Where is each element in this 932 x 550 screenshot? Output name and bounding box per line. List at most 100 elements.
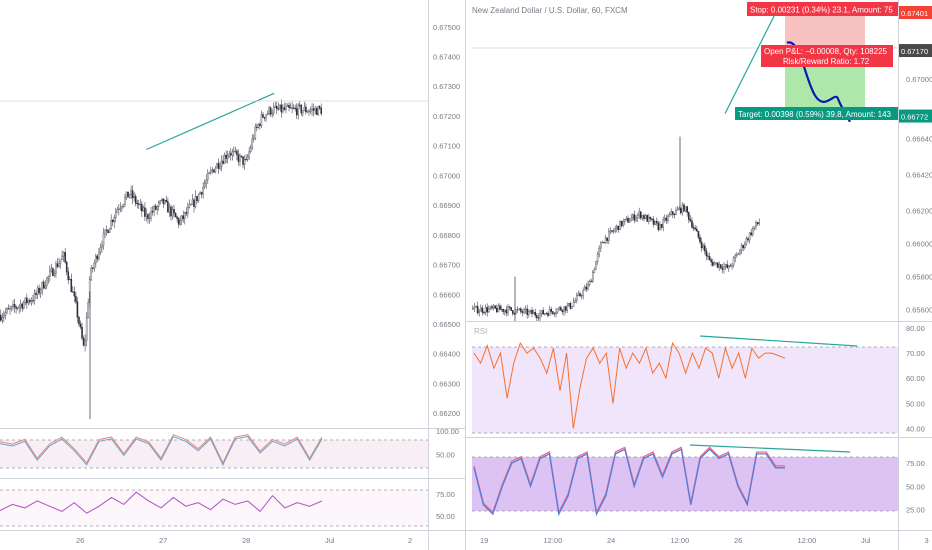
candle-body — [555, 311, 557, 314]
candle-body — [683, 204, 685, 212]
candle-body — [700, 241, 703, 249]
candle-body — [226, 155, 229, 159]
candle-body — [75, 295, 77, 302]
candle-body — [534, 312, 537, 316]
candle-body — [142, 207, 145, 212]
right-time-tick: 12:00 — [544, 536, 563, 545]
candle-body — [617, 225, 620, 231]
price-label-tag — [899, 109, 932, 123]
candle-body — [33, 292, 36, 301]
candle-body — [4, 312, 7, 316]
candle-body — [508, 306, 511, 308]
candle-body — [294, 107, 296, 109]
right-price-tick: 0.66640 — [906, 134, 932, 143]
left-price-tick: 0.66500 — [433, 320, 460, 329]
candle-body — [127, 191, 129, 198]
candle-body — [275, 105, 278, 109]
left-trend-line — [146, 92, 275, 151]
candle-body — [575, 295, 578, 301]
rsi-panel-label: RSI — [474, 327, 487, 336]
stoch-band — [472, 457, 898, 511]
candle-body — [194, 196, 197, 207]
left-osc2-tick: 75.00 — [436, 490, 455, 499]
candle-body — [288, 105, 290, 108]
candle-body — [153, 205, 155, 213]
right-price-panel[interactable]: New Zealand Dollar / U.S. Dollar, 60, FX… — [471, 2, 898, 323]
candle-body — [81, 326, 83, 339]
candle-body — [566, 305, 569, 311]
right-time-tick: 19 — [480, 536, 488, 545]
candle-body — [705, 250, 708, 257]
candle-body — [574, 300, 577, 303]
candle-body — [481, 307, 484, 313]
candle-body — [42, 281, 45, 289]
candle-body — [96, 255, 99, 260]
candle-body — [91, 267, 94, 269]
candle-body — [547, 313, 549, 316]
left-price-tick: 0.66300 — [433, 379, 460, 388]
candle-body — [21, 303, 24, 309]
candle-body — [596, 253, 599, 262]
candle-body — [116, 208, 119, 213]
candle-body — [318, 106, 321, 109]
left-osc1-lines — [0, 434, 323, 466]
candle-body — [476, 305, 479, 314]
candle-body — [607, 231, 610, 241]
candle-body — [1, 317, 4, 321]
candle-body — [713, 262, 716, 266]
rsi-tick: 40.00 — [906, 424, 925, 433]
candle-body — [519, 308, 522, 312]
candle-body — [494, 305, 497, 309]
candle-body — [486, 307, 489, 313]
candle-body — [579, 293, 581, 297]
candle-body — [548, 309, 551, 316]
candle-body — [679, 208, 682, 214]
candle-body — [104, 229, 106, 234]
candle-body — [492, 305, 495, 309]
candle-body — [150, 211, 152, 219]
candle-body — [243, 158, 246, 165]
candle-body — [497, 305, 500, 313]
candle-body — [298, 104, 301, 106]
candle-body — [113, 217, 116, 223]
candle-body — [180, 215, 183, 222]
right-price-tick: 0.66000 — [906, 240, 932, 249]
left-price-panel[interactable] — [0, 92, 428, 420]
candle-body — [165, 200, 168, 202]
candle-body — [550, 309, 553, 312]
rsi-trend-line — [699, 335, 858, 347]
left-price-tick: 0.66600 — [433, 290, 460, 299]
candle-body — [577, 293, 580, 296]
right-trend-line — [724, 7, 779, 114]
candle-body — [182, 215, 185, 219]
candle-body — [673, 214, 676, 216]
candle-body — [595, 261, 597, 270]
candle-body — [248, 151, 250, 158]
candle-body — [240, 155, 243, 158]
candle-body — [644, 215, 647, 219]
left-osc2-band — [0, 490, 428, 526]
candle-body — [289, 107, 292, 109]
candle-body — [211, 169, 214, 171]
candle-body — [588, 280, 591, 285]
candle-body — [98, 252, 100, 260]
candle-body — [216, 163, 218, 169]
candle-body — [708, 256, 711, 261]
candle-body — [567, 302, 570, 306]
candle-body — [718, 264, 721, 268]
candle-body — [662, 219, 665, 228]
candle-body — [26, 297, 28, 304]
candle-body — [561, 309, 564, 313]
candle-body — [623, 218, 626, 222]
candle-body — [236, 150, 238, 155]
candle-body — [18, 305, 20, 309]
candle-body — [532, 312, 535, 315]
candle-body — [627, 218, 629, 223]
candle-body — [643, 215, 645, 219]
candle-body — [308, 111, 310, 113]
candle-body — [558, 307, 561, 310]
candle-body — [478, 310, 481, 314]
candle-body — [630, 217, 633, 222]
candle-body — [495, 308, 498, 313]
